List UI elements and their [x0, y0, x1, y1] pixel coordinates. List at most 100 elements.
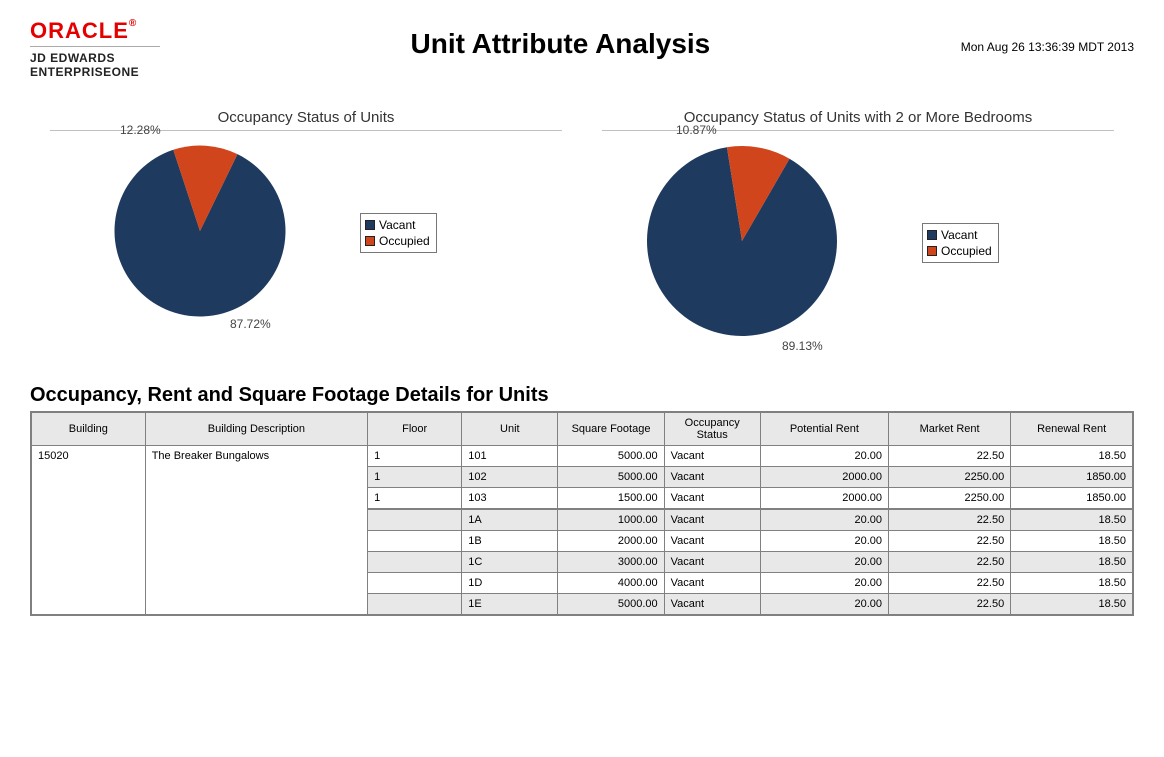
cell-sqft: 5000.00 [558, 446, 664, 467]
table-header-cell: Square Footage [558, 412, 664, 446]
table-header-cell: Unit [462, 412, 558, 446]
cell-renewal-rent: 18.50 [1011, 594, 1133, 616]
cell-sqft: 5000.00 [558, 594, 664, 616]
cell-occupancy: Vacant [664, 531, 760, 552]
cell-unit: 1A [462, 509, 558, 531]
report-page: ORACLE® JD EDWARDS ENTERPRISEONE Unit At… [0, 0, 1164, 636]
table-header-row: BuildingBuilding DescriptionFloorUnitSqu… [31, 412, 1133, 446]
cell-sqft: 1000.00 [558, 509, 664, 531]
cell-unit: 1C [462, 552, 558, 573]
chart-legend: Vacant Occupied [360, 213, 437, 253]
chart-body: 10.87% 89.13% Vacant Occupied [602, 141, 1114, 344]
legend-row-occupied: Occupied [927, 243, 992, 259]
brand-reg: ® [129, 18, 137, 29]
legend-label-occupied: Occupied [379, 234, 430, 248]
cell-occupancy: Vacant [664, 467, 760, 488]
cell-renewal-rent: 18.50 [1011, 531, 1133, 552]
brand-sub1: JD EDWARDS [30, 46, 160, 65]
cell-building-desc: The Breaker Bungalows [145, 446, 367, 616]
pie-slice-label-vacant: 89.13% [782, 339, 823, 353]
cell-market-rent: 22.50 [889, 594, 1011, 616]
title-block: Unit Attribute Analysis [160, 18, 961, 60]
chart-body: 12.28% 87.72% Vacant Occupied [50, 141, 562, 324]
cell-potential-rent: 20.00 [760, 446, 888, 467]
pie-svg [110, 141, 290, 321]
chart-panel-occupancy-2plus: Occupancy Status of Units with 2 or More… [602, 109, 1114, 344]
cell-market-rent: 22.50 [889, 531, 1011, 552]
cell-renewal-rent: 18.50 [1011, 446, 1133, 467]
cell-unit: 1D [462, 573, 558, 594]
cell-market-rent: 22.50 [889, 552, 1011, 573]
cell-floor [368, 552, 462, 573]
cell-unit: 103 [462, 488, 558, 510]
legend-row-occupied: Occupied [365, 233, 430, 249]
cell-building: 15020 [31, 446, 145, 616]
unit-details-table: BuildingBuilding DescriptionFloorUnitSqu… [30, 411, 1134, 616]
table-header-cell: Renewal Rent [1011, 412, 1133, 446]
table-row: 15020The Breaker Bungalows11015000.00Vac… [31, 446, 1133, 467]
cell-floor [368, 594, 462, 616]
cell-market-rent: 2250.00 [889, 467, 1011, 488]
cell-potential-rent: 2000.00 [760, 488, 888, 510]
legend-row-vacant: Vacant [927, 227, 992, 243]
cell-potential-rent: 20.00 [760, 552, 888, 573]
legend-row-vacant: Vacant [365, 217, 430, 233]
cell-floor: 1 [368, 446, 462, 467]
brand-main: ORACLE® [30, 18, 160, 44]
pie-chart: 12.28% 87.72% [110, 141, 290, 324]
table-header-cell: Building Description [145, 412, 367, 446]
table-body: 15020The Breaker Bungalows11015000.00Vac… [31, 446, 1133, 616]
cell-occupancy: Vacant [664, 488, 760, 510]
cell-sqft: 2000.00 [558, 531, 664, 552]
report-header: ORACLE® JD EDWARDS ENTERPRISEONE Unit At… [30, 18, 1134, 79]
table-header-cell: Potential Rent [760, 412, 888, 446]
table-header-cell: Building [31, 412, 145, 446]
pie-svg [642, 141, 842, 341]
cell-floor [368, 531, 462, 552]
cell-occupancy: Vacant [664, 573, 760, 594]
legend-swatch-occupied [927, 246, 937, 256]
page-title: Unit Attribute Analysis [160, 28, 961, 60]
pie-chart: 10.87% 89.13% [642, 141, 842, 344]
pie-slice-label-occupied: 12.28% [120, 123, 161, 137]
cell-renewal-rent: 18.50 [1011, 573, 1133, 594]
table-header-cell: Occupancy Status [664, 412, 760, 446]
cell-renewal-rent: 18.50 [1011, 509, 1133, 531]
brand-logo: ORACLE® JD EDWARDS ENTERPRISEONE [30, 18, 160, 79]
brand-main-text: ORACLE [30, 18, 129, 43]
cell-occupancy: Vacant [664, 509, 760, 531]
section-title: Occupancy, Rent and Square Footage Detai… [30, 384, 1134, 407]
cell-renewal-rent: 1850.00 [1011, 488, 1133, 510]
legend-swatch-occupied [365, 236, 375, 246]
cell-sqft: 1500.00 [558, 488, 664, 510]
cell-occupancy: Vacant [664, 552, 760, 573]
cell-floor: 1 [368, 467, 462, 488]
cell-potential-rent: 2000.00 [760, 467, 888, 488]
cell-unit: 101 [462, 446, 558, 467]
cell-renewal-rent: 18.50 [1011, 552, 1133, 573]
cell-sqft: 5000.00 [558, 467, 664, 488]
table-header-cell: Floor [368, 412, 462, 446]
cell-market-rent: 22.50 [889, 446, 1011, 467]
pie-slice-label-vacant: 87.72% [230, 317, 271, 331]
pie-slice-label-occupied: 10.87% [676, 123, 717, 137]
legend-label-vacant: Vacant [941, 228, 977, 242]
cell-floor [368, 509, 462, 531]
cell-potential-rent: 20.00 [760, 509, 888, 531]
cell-sqft: 4000.00 [558, 573, 664, 594]
table-header-cell: Market Rent [889, 412, 1011, 446]
cell-occupancy: Vacant [664, 594, 760, 616]
report-timestamp: Mon Aug 26 13:36:39 MDT 2013 [961, 18, 1134, 54]
chart-legend: Vacant Occupied [922, 223, 999, 263]
cell-floor [368, 573, 462, 594]
cell-potential-rent: 20.00 [760, 594, 888, 616]
cell-market-rent: 22.50 [889, 509, 1011, 531]
cell-floor: 1 [368, 488, 462, 510]
cell-unit: 102 [462, 467, 558, 488]
legend-swatch-vacant [365, 220, 375, 230]
cell-unit: 1E [462, 594, 558, 616]
cell-potential-rent: 20.00 [760, 531, 888, 552]
legend-label-vacant: Vacant [379, 218, 415, 232]
cell-renewal-rent: 1850.00 [1011, 467, 1133, 488]
cell-occupancy: Vacant [664, 446, 760, 467]
